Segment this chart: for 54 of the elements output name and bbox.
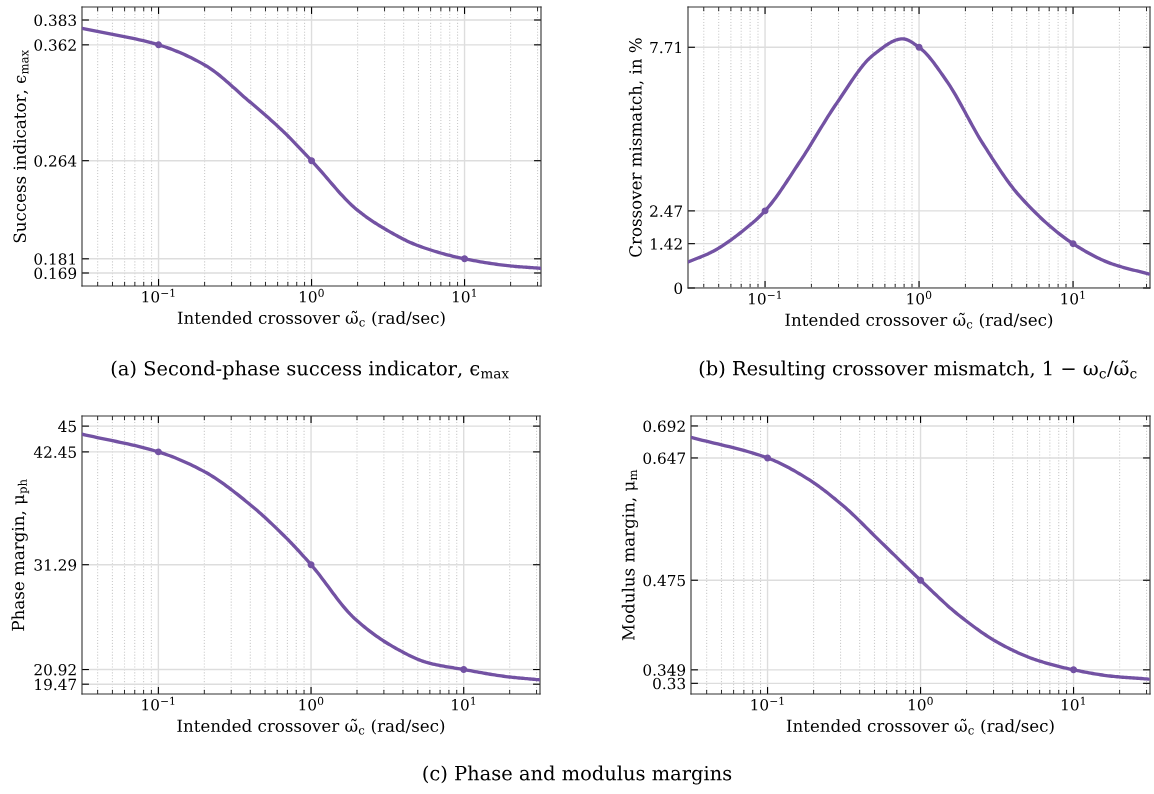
y-tick-label: 0.169: [34, 267, 77, 280]
x-axis-title: Intended crossover ω̃$_{c}$ (rad/sec): [177, 718, 445, 735]
x-axis-title: Intended crossover ω̃$_{c}$ (rad/sec): [785, 312, 1053, 329]
point: [1070, 666, 1078, 674]
y-tick-label: 42.45: [33, 446, 76, 458]
x-tick-label: 10$^{0}$: [299, 696, 324, 711]
x-tick-label: 10$^{1}$: [1061, 696, 1085, 711]
point: [461, 255, 469, 263]
point: [1069, 240, 1077, 248]
y-tick-label: 0.475: [643, 574, 685, 587]
point: [155, 41, 163, 49]
text: (c) Phase and modulus margins: [423, 765, 732, 785]
point: [764, 454, 772, 462]
point: [307, 561, 315, 569]
point: [917, 576, 925, 584]
y-tick-label: 1.42: [650, 238, 682, 250]
point: [915, 43, 923, 51]
y-tick-label: 0.383: [34, 14, 76, 27]
y-axis-title: Modulus margin, μ$_{m}$: [621, 469, 639, 641]
point: [154, 448, 162, 456]
text: (a) Second-phase success indicator, ϵ$_{max}$: [111, 360, 509, 380]
x-tick-label: 10$^{−1}$: [142, 696, 175, 711]
y-tick-label: 19.47: [35, 678, 77, 691]
x-tick-label: 10$^{−1}$: [751, 696, 784, 711]
y-tick-label: 7.71: [650, 41, 681, 54]
y-tick-label: 20.92: [34, 664, 76, 676]
y-tick-label: 0.181: [34, 253, 75, 265]
y-tick-label: 2.47: [650, 205, 683, 217]
x-tick-label: 10$^{0}$: [299, 288, 324, 303]
point: [308, 157, 316, 165]
y-tick-label: 0: [674, 282, 683, 295]
x-axis-title: Intended crossover ω̃$_{c}$ (rad/sec): [786, 718, 1054, 735]
y-axis-title: Phase margin, μ$_{ph}$: [11, 479, 30, 631]
y-tick-label: 0.692: [643, 420, 685, 432]
x-tick-label: 10$^{0}$: [908, 696, 933, 711]
x-tick-label: 10$^{1}$: [452, 288, 476, 303]
point: [460, 666, 468, 674]
y-tick-label: 0.264: [34, 155, 77, 167]
x-axis-title: Intended crossover ω̃$_{c}$ (rad/sec): [177, 310, 445, 327]
x-tick-label: 10$^{1}$: [452, 696, 476, 711]
point: [761, 207, 769, 215]
text: (b) Resulting crossover mismatch, 1 − ω$_{c}$/ω̃$_{c}$: [699, 360, 1137, 380]
x-tick-label: 10$^{1}$: [1061, 290, 1085, 305]
y-tick-label: 0.647: [643, 452, 686, 464]
y-tick-label: 45: [58, 420, 76, 433]
y-tick-label: 0.349: [643, 664, 686, 676]
y-tick-label: 31.29: [34, 559, 77, 571]
x-tick-label: 10$^{−1}$: [749, 290, 781, 305]
y-tick-label: 0.33: [653, 677, 686, 690]
y-axis-title: Crossover mismatch, in %: [628, 38, 644, 257]
y-tick-label: 0.362: [34, 39, 76, 51]
x-tick-label: 10$^{0}$: [907, 290, 932, 305]
x-tick-label: 10$^{−1}$: [142, 288, 175, 303]
y-axis-title: Success indicator, ϵ$_{max}$: [13, 50, 29, 243]
